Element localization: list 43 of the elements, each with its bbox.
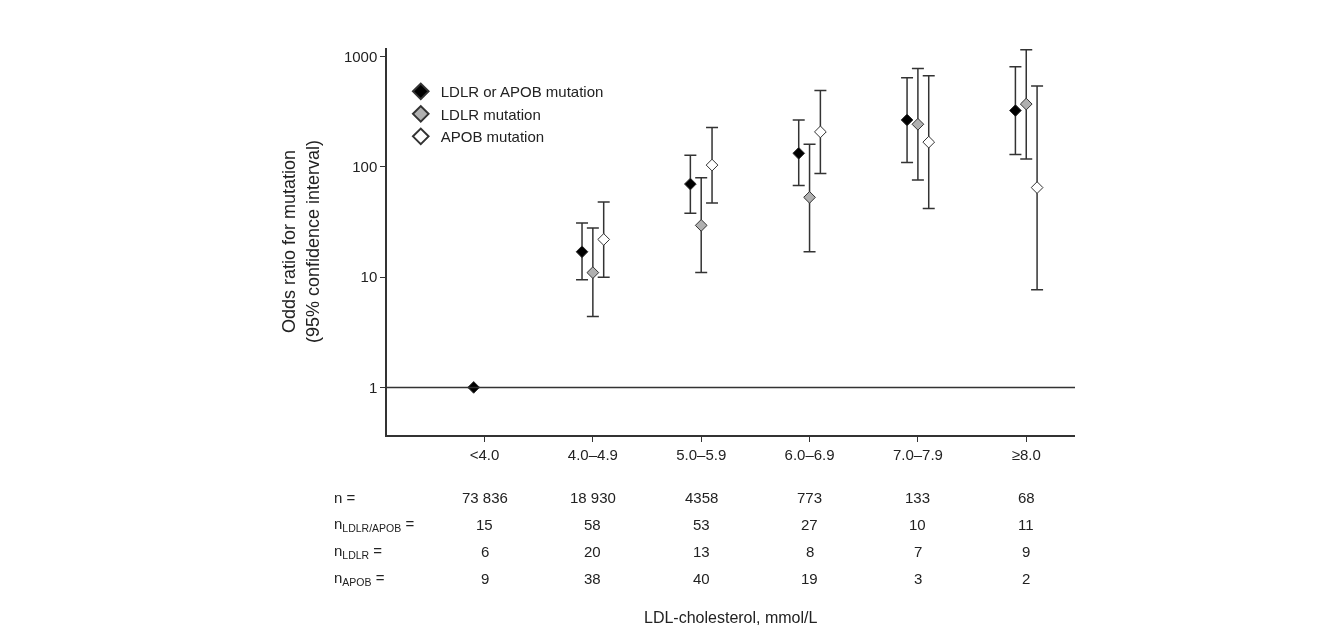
- text: 11: [1018, 516, 1034, 533]
- text: 13: [693, 543, 710, 560]
- text: 7: [914, 543, 923, 560]
- text: 8: [806, 543, 815, 560]
- text: 20: [584, 543, 601, 560]
- text: 40: [693, 570, 710, 587]
- text: 38: [584, 570, 601, 587]
- x-tick-label: 5.0–5.9: [676, 445, 727, 463]
- text: 18 930: [570, 489, 616, 506]
- text: 6: [481, 543, 490, 560]
- text: 15: [476, 516, 493, 533]
- text: 773: [797, 489, 823, 506]
- text: n =: [334, 489, 356, 506]
- text: n$_{LDLR}$ =: [334, 542, 383, 562]
- legend-label: APOB mutation: [440, 128, 545, 146]
- text: 3: [914, 570, 923, 587]
- y-tick-label: 10: [360, 268, 378, 286]
- text: n$_{LDLR/APOB}$ =: [334, 515, 415, 535]
- y-tick-label: 100: [352, 158, 378, 176]
- text: 19: [801, 570, 818, 587]
- x-tick-label: 6.0–6.9: [784, 445, 835, 463]
- x-tick-label: 7.0–7.9: [892, 445, 943, 463]
- legend-label: LDLR mutation: [440, 105, 541, 123]
- text: 9: [481, 570, 490, 587]
- text: 68: [1018, 489, 1035, 506]
- text: 9: [1022, 543, 1031, 560]
- text: 58: [584, 516, 601, 533]
- text: 27: [801, 516, 818, 533]
- text: 10: [909, 516, 926, 533]
- y-tick-label: 1: [368, 378, 378, 396]
- text: 73 836: [462, 489, 508, 506]
- text: 2: [1022, 570, 1031, 587]
- y-axis-title: Odds ratio for mutation (95% confidence interval): [279, 139, 323, 344]
- x-tick-label: 4.0–4.9: [567, 445, 618, 463]
- text: 133: [905, 489, 931, 506]
- legend-label: LDLR or APOB mutation: [440, 83, 604, 101]
- x-tick-label: ≥8.0: [1011, 445, 1041, 463]
- y-tick-label: 1000: [343, 47, 378, 65]
- text: 4358: [685, 489, 719, 506]
- text: LDL-cholesterol, mmol/L: [644, 609, 818, 626]
- x-tick-label: <4.0: [469, 445, 500, 463]
- text: 53: [693, 516, 710, 533]
- text: n$_{APOB}$ =: [334, 569, 385, 589]
